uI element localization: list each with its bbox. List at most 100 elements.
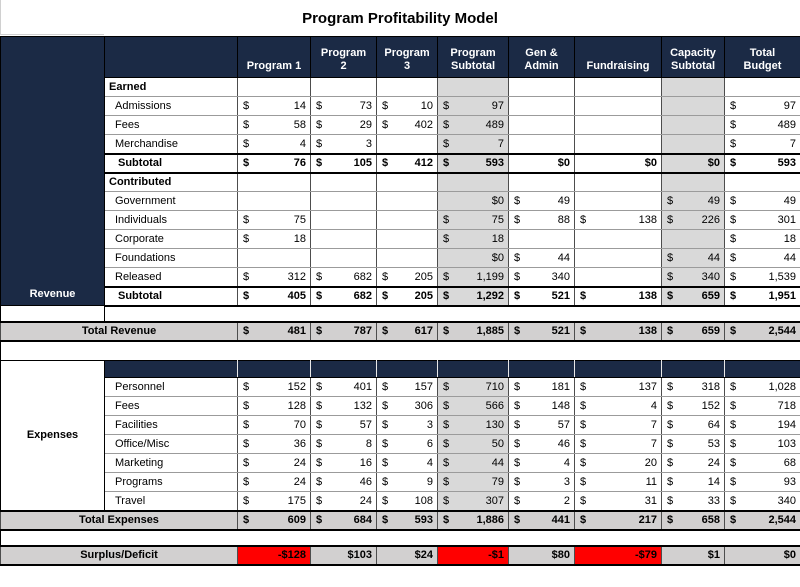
cell-programs-capacity-subtotal[interactable]: $14 xyxy=(661,472,725,492)
cell-fees-expenses-gen-admin[interactable]: $148 xyxy=(508,396,575,416)
row-label-individuals[interactable]: Individuals xyxy=(104,210,238,230)
cell-surplus-deficit-program-subtotal[interactable]: -$1 xyxy=(437,544,509,566)
cell-contributed-subtotal-total-budget[interactable]: $1,951 xyxy=(724,285,800,307)
cell-earned-program-1[interactable] xyxy=(237,77,311,97)
cell-programs-program-3[interactable]: $9 xyxy=(376,472,438,492)
cell-travel-program-1[interactable]: $175 xyxy=(237,491,311,511)
cell-government-total-budget[interactable]: $49 xyxy=(724,191,800,211)
cell-merchandise-program-subtotal[interactable]: $7 xyxy=(437,134,509,154)
cell-office-misc-capacity-subtotal[interactable]: $53 xyxy=(661,434,725,454)
cell-earned-program-subtotal[interactable] xyxy=(437,77,509,97)
cell-total-expenses-program-subtotal[interactable]: $1,886 xyxy=(437,509,509,531)
cell-total-expenses-gen-admin[interactable]: $441 xyxy=(508,509,575,531)
cell-admissions-program-3[interactable]: $10 xyxy=(376,96,438,116)
cell-marketing-program-2[interactable]: $16 xyxy=(310,453,377,473)
cell-facilities-program-3[interactable]: $3 xyxy=(376,415,438,435)
column-header-capacity-subtotal[interactable]: Capacity Subtotal xyxy=(661,36,725,78)
column-header-fundraising[interactable]: Fundraising xyxy=(574,36,662,78)
cell-programs-program-subtotal[interactable]: $79 xyxy=(437,472,509,492)
cell-individuals-program-subtotal[interactable]: $75 xyxy=(437,210,509,230)
expenses-banner-cell-program-1[interactable] xyxy=(237,360,311,378)
cell-office-misc-total-budget[interactable]: $103 xyxy=(724,434,800,454)
cell-contributed-program-3[interactable] xyxy=(376,172,438,192)
cell-merchandise-total-budget[interactable]: $7 xyxy=(724,134,800,154)
cell-contributed-program-2[interactable] xyxy=(310,172,377,192)
row-label-total-expenses[interactable]: Total Expenses xyxy=(0,509,238,531)
cell-fees-expenses-program-2[interactable]: $132 xyxy=(310,396,377,416)
cell-personnel-program-3[interactable]: $157 xyxy=(376,377,438,397)
column-header-program-1[interactable]: Program 1 xyxy=(237,36,311,78)
cell-merchandise-fundraising[interactable] xyxy=(574,134,662,154)
cell-marketing-program-1[interactable]: $24 xyxy=(237,453,311,473)
cell-travel-program-subtotal[interactable]: $307 xyxy=(437,491,509,511)
cell-foundations-fundraising[interactable] xyxy=(574,248,662,268)
cell-individuals-fundraising[interactable]: $138 xyxy=(574,210,662,230)
cell-total-expenses-program-3[interactable]: $593 xyxy=(376,509,438,531)
row-label-government[interactable]: Government xyxy=(104,191,238,211)
cell-total-revenue-fundraising[interactable]: $138 xyxy=(574,320,662,342)
cell-surplus-deficit-capacity-subtotal[interactable]: $1 xyxy=(661,544,725,566)
cell-personnel-capacity-subtotal[interactable]: $318 xyxy=(661,377,725,397)
cell-surplus-deficit-program-2[interactable]: $103 xyxy=(310,544,377,566)
row-label-marketing[interactable]: Marketing xyxy=(104,453,238,473)
cell-surplus-deficit-total-budget[interactable]: $0 xyxy=(724,544,800,566)
cell-fees-expenses-total-budget[interactable]: $718 xyxy=(724,396,800,416)
cell-fees-earned-gen-admin[interactable] xyxy=(508,115,575,135)
cell-surplus-deficit-program-1[interactable]: -$128 xyxy=(237,544,311,566)
cell-marketing-capacity-subtotal[interactable]: $24 xyxy=(661,453,725,473)
cell-released-fundraising[interactable] xyxy=(574,267,662,287)
cell-individuals-total-budget[interactable]: $301 xyxy=(724,210,800,230)
expenses-banner-cell[interactable] xyxy=(104,360,238,378)
cell-contributed-subtotal-capacity-subtotal[interactable]: $659 xyxy=(661,285,725,307)
cell-contributed-subtotal-program-1[interactable]: $405 xyxy=(237,285,311,307)
cell-fees-expenses-fundraising[interactable]: $4 xyxy=(574,396,662,416)
cell-fees-earned-program-3[interactable]: $402 xyxy=(376,115,438,135)
cell-contributed-program-1[interactable] xyxy=(237,172,311,192)
column-header-program-subtotal[interactable]: Program Subtotal xyxy=(437,36,509,78)
cell-foundations-gen-admin[interactable]: $44 xyxy=(508,248,575,268)
cell-programs-total-budget[interactable]: $93 xyxy=(724,472,800,492)
expenses-banner-cell-fundraising[interactable] xyxy=(574,360,662,378)
cell-personnel-program-1[interactable]: $152 xyxy=(237,377,311,397)
row-label-merchandise[interactable]: Merchandise xyxy=(104,134,238,154)
expenses-banner-cell-capacity-subtotal[interactable] xyxy=(661,360,725,378)
cell-earned-subtotal-program-3[interactable]: $412 xyxy=(376,152,438,174)
cell-individuals-program-1[interactable]: $75 xyxy=(237,210,311,230)
cell-travel-program-3[interactable]: $108 xyxy=(376,491,438,511)
cell-travel-program-2[interactable]: $24 xyxy=(310,491,377,511)
cell-foundations-total-budget[interactable]: $44 xyxy=(724,248,800,268)
expenses-banner-cell-program-2[interactable] xyxy=(310,360,377,378)
row-label-corporate[interactable]: Corporate xyxy=(104,229,238,249)
cell-fees-earned-capacity-subtotal[interactable] xyxy=(661,115,725,135)
cell-marketing-total-budget[interactable]: $68 xyxy=(724,453,800,473)
cell-fees-earned-fundraising[interactable] xyxy=(574,115,662,135)
cell-released-program-2[interactable]: $682 xyxy=(310,267,377,287)
cell-admissions-program-1[interactable]: $14 xyxy=(237,96,311,116)
cell-corporate-program-3[interactable] xyxy=(376,229,438,249)
cell-government-program-1[interactable] xyxy=(237,191,311,211)
cell-corporate-total-budget[interactable]: $18 xyxy=(724,229,800,249)
cell-government-gen-admin[interactable]: $49 xyxy=(508,191,575,211)
cell-admissions-program-2[interactable]: $73 xyxy=(310,96,377,116)
cell-office-misc-program-2[interactable]: $8 xyxy=(310,434,377,454)
cell-individuals-program-3[interactable] xyxy=(376,210,438,230)
cell-government-fundraising[interactable] xyxy=(574,191,662,211)
cell-released-program-1[interactable]: $312 xyxy=(237,267,311,287)
cell-foundations-capacity-subtotal[interactable]: $44 xyxy=(661,248,725,268)
cell-fees-expenses-program-3[interactable]: $306 xyxy=(376,396,438,416)
revenue-section-label[interactable]: Revenue xyxy=(0,36,105,306)
cell-fees-expenses-program-1[interactable]: $128 xyxy=(237,396,311,416)
cell-personnel-total-budget[interactable]: $1,028 xyxy=(724,377,800,397)
cell-personnel-program-subtotal[interactable]: $710 xyxy=(437,377,509,397)
cell-office-misc-program-subtotal[interactable]: $50 xyxy=(437,434,509,454)
cell-contributed-fundraising[interactable] xyxy=(574,172,662,192)
cell-earned-subtotal-total-budget[interactable]: $593 xyxy=(724,152,800,174)
cell-admissions-capacity-subtotal[interactable] xyxy=(661,96,725,116)
cell-facilities-program-1[interactable]: $70 xyxy=(237,415,311,435)
cell-contributed-capacity-subtotal[interactable] xyxy=(661,172,725,192)
row-label-office-misc[interactable]: Office/Misc xyxy=(104,434,238,454)
cell-fees-earned-total-budget[interactable]: $489 xyxy=(724,115,800,135)
cell-personnel-fundraising[interactable]: $137 xyxy=(574,377,662,397)
cell-marketing-program-3[interactable]: $4 xyxy=(376,453,438,473)
cell-office-misc-program-3[interactable]: $6 xyxy=(376,434,438,454)
